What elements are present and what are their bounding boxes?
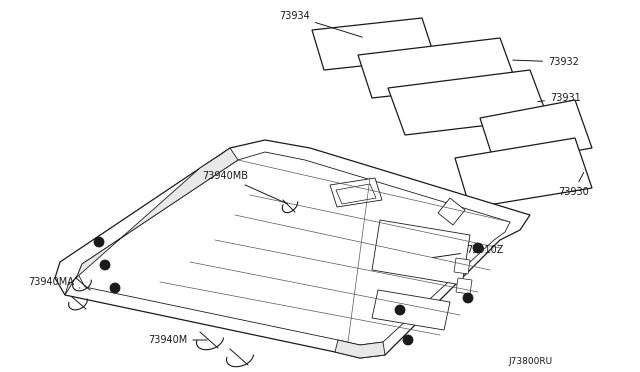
Polygon shape <box>456 278 472 294</box>
Polygon shape <box>372 220 470 285</box>
Polygon shape <box>372 290 450 330</box>
Text: 73931: 73931 <box>538 93 580 103</box>
Polygon shape <box>480 100 592 165</box>
Text: 73910Z: 73910Z <box>433 245 504 257</box>
Circle shape <box>94 237 104 247</box>
Polygon shape <box>55 140 530 358</box>
Text: 73932: 73932 <box>513 57 579 67</box>
Polygon shape <box>312 18 435 70</box>
Polygon shape <box>455 138 592 208</box>
Polygon shape <box>335 340 385 358</box>
Polygon shape <box>336 184 376 204</box>
Circle shape <box>473 243 483 253</box>
Text: 73934: 73934 <box>279 11 362 37</box>
Text: 73930: 73930 <box>558 173 589 197</box>
Circle shape <box>110 283 120 293</box>
Circle shape <box>100 260 110 270</box>
Circle shape <box>463 293 473 303</box>
Polygon shape <box>438 198 465 225</box>
Polygon shape <box>65 148 238 295</box>
Text: 73940MB: 73940MB <box>202 171 287 204</box>
Polygon shape <box>330 178 382 207</box>
Circle shape <box>403 335 413 345</box>
Polygon shape <box>454 258 470 274</box>
Text: 73940MA: 73940MA <box>28 277 80 288</box>
Text: J73800RU: J73800RU <box>508 357 552 366</box>
Text: 73940M: 73940M <box>148 335 207 345</box>
Polygon shape <box>78 152 510 345</box>
Circle shape <box>395 305 405 315</box>
Polygon shape <box>388 70 548 135</box>
Polygon shape <box>358 38 516 98</box>
